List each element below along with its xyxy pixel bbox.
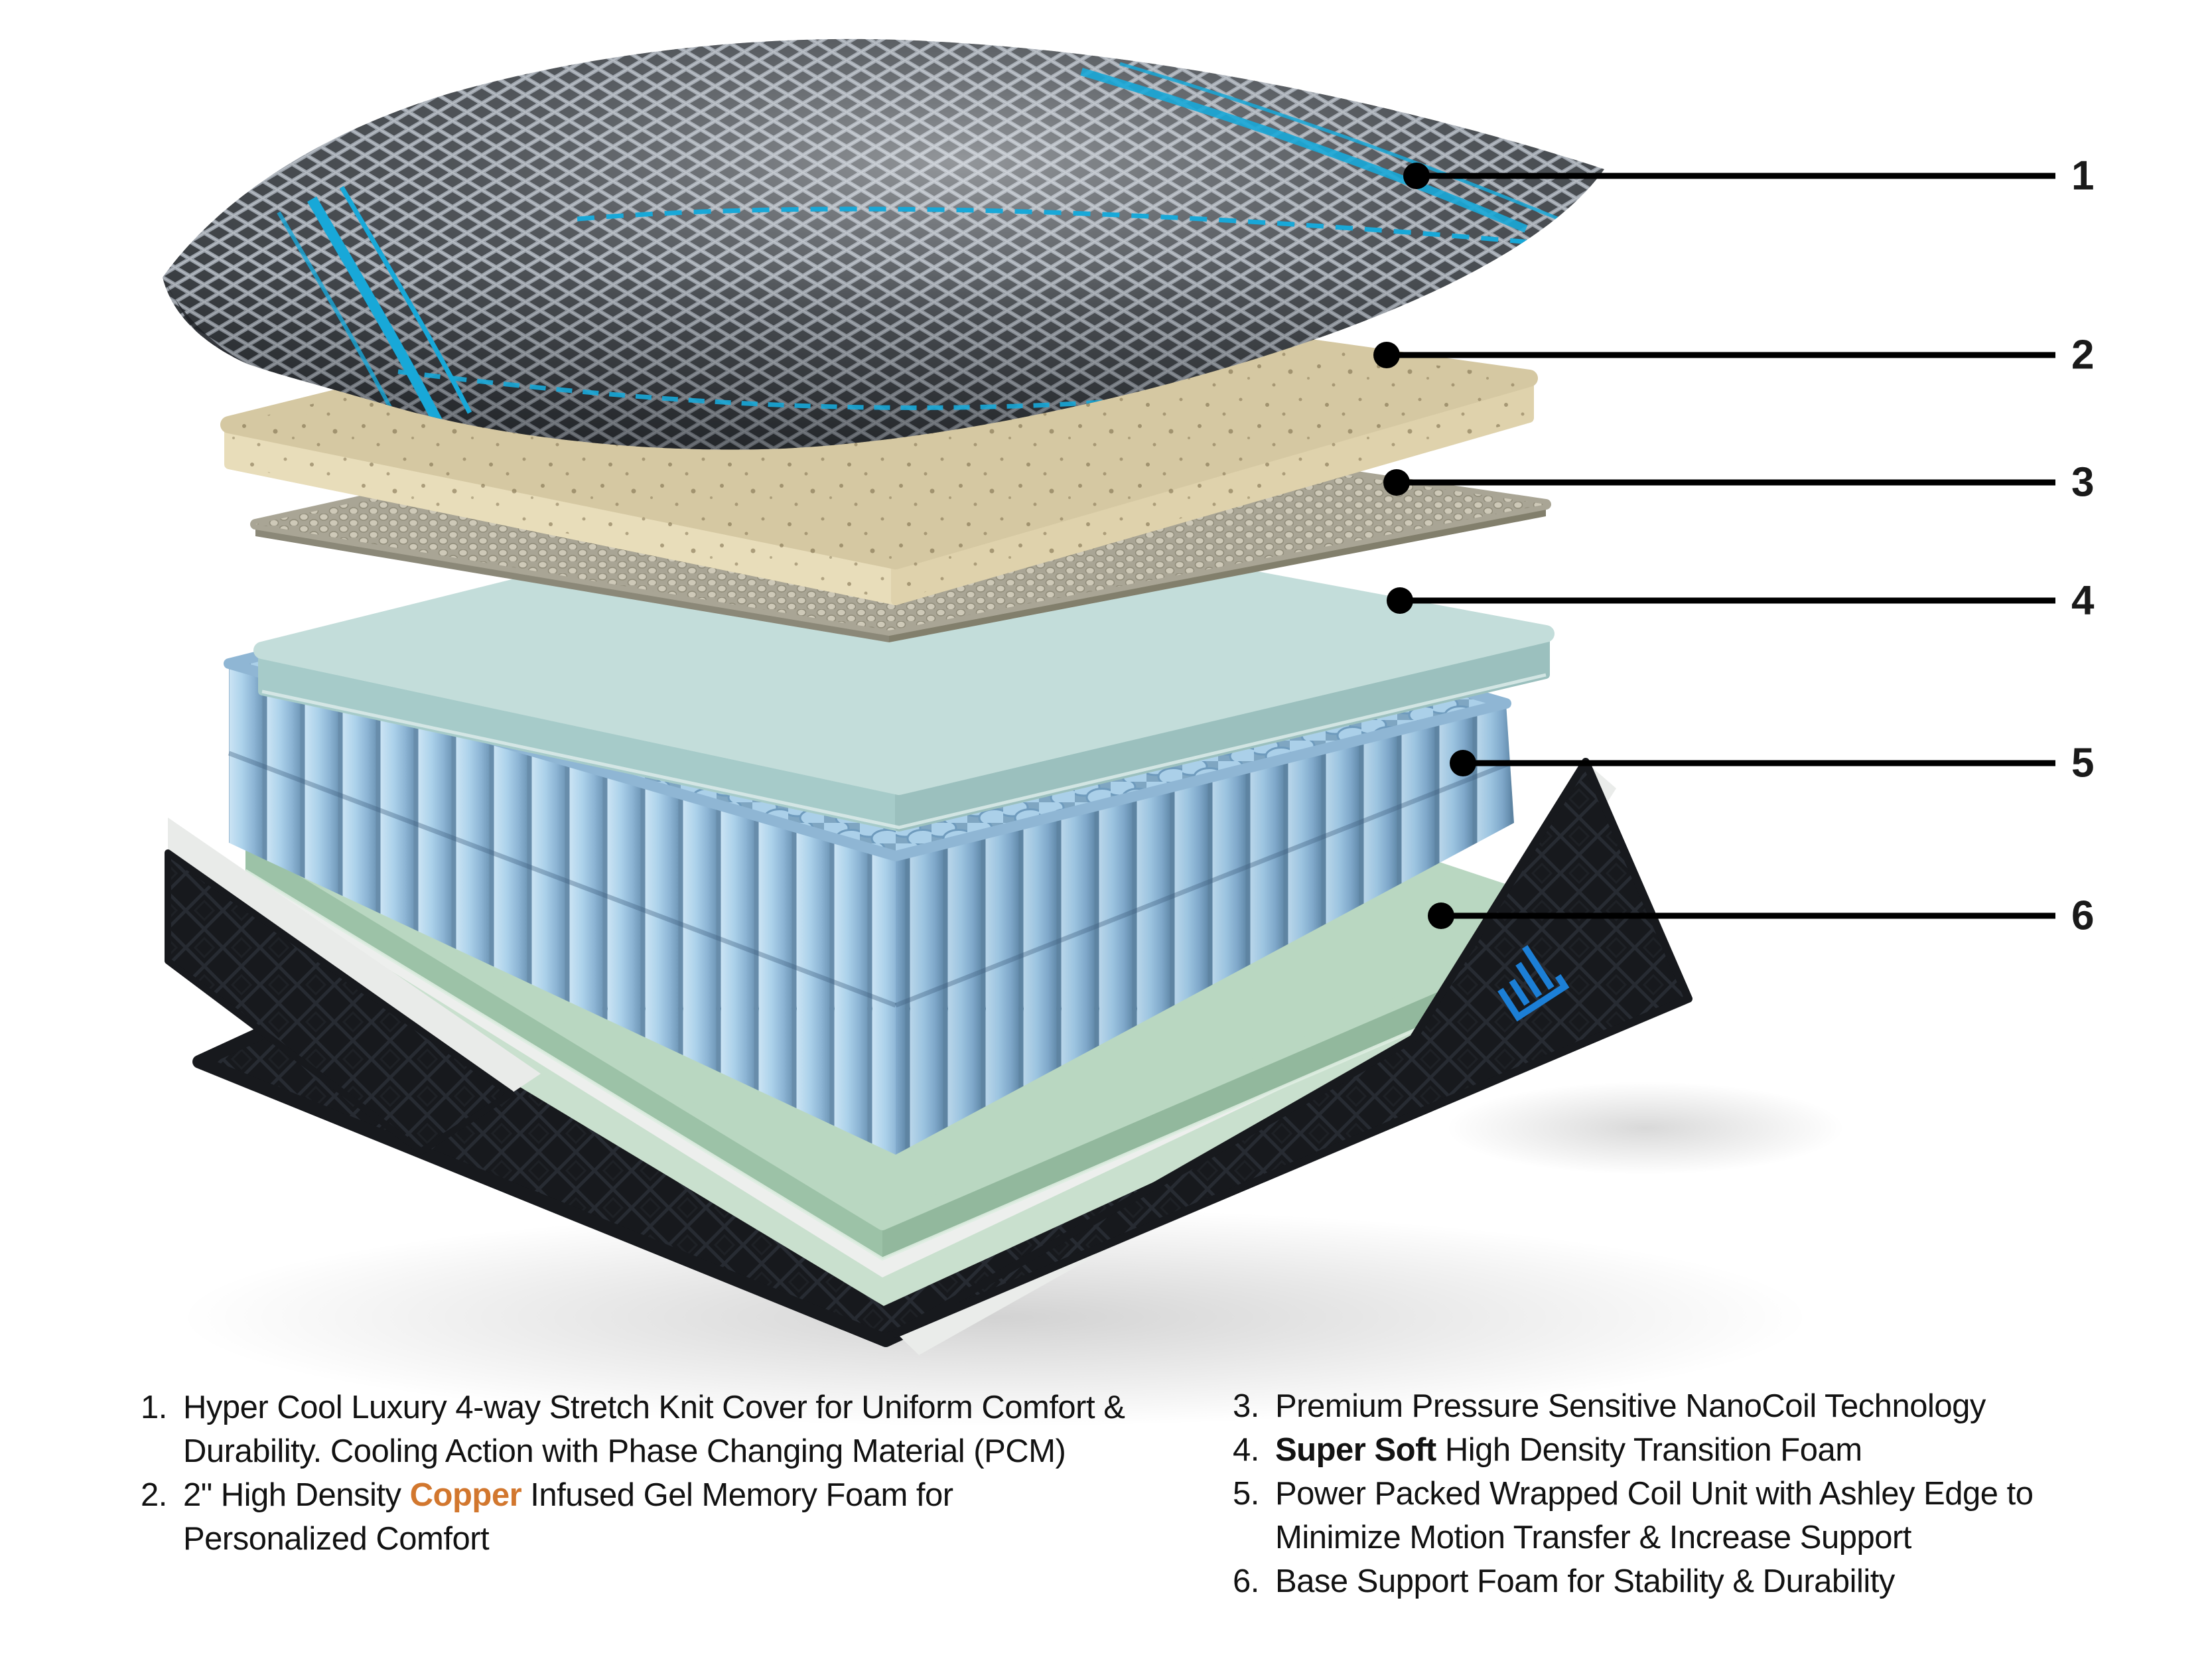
legend-item-text: Hyper Cool Luxury 4-way Stretch Knit Cov… [183, 1386, 1229, 1473]
legend-item-3: 3. Premium Pressure Sensitive NanoCoil T… [1233, 1384, 2195, 1428]
legend-text-segment-copper: Copper [409, 1477, 522, 1513]
callout-dot [1387, 587, 1413, 614]
legend-text-segment: Minimize Motion Transfer & Increase Supp… [1275, 1520, 1911, 1555]
legend-text-line: Durability. Cooling Action with Phase Ch… [183, 1429, 1229, 1473]
base-black-wedge-left [165, 849, 514, 1155]
ground-shadow [179, 1082, 1844, 1427]
legend-text-line: Base Support Foam for Stability & Durabi… [1275, 1559, 2195, 1603]
callout-5: 5 [1450, 741, 2095, 786]
legend-item-2: 2. 2" High Density Copper Infused Gel Me… [141, 1473, 1229, 1561]
legend-text-line: Power Packed Wrapped Coil Unit with Ashl… [1275, 1472, 2195, 1516]
legend-item-number: 2. [141, 1477, 167, 1513]
callout-number: 1 [2071, 153, 2093, 199]
callouts: 1 2 3 4 5 6 [1373, 153, 2096, 939]
callout-2: 2 [1373, 332, 2094, 378]
callout-number: 2 [2071, 332, 2093, 378]
callout-1: 1 [1403, 153, 2095, 199]
callout-dot [1428, 902, 1454, 929]
legend-item-1: 1. Hyper Cool Luxury 4-way Stretch Knit … [141, 1386, 1229, 1473]
base-support-foam-side-right [882, 919, 1592, 1259]
legend-item-5: 5. Power Packed Wrapped Coil Unit with A… [1233, 1472, 2195, 1559]
legend-text-line: 2" High Density Copper Infused Gel Memor… [183, 1473, 1229, 1517]
legend-item-4: 4. Super Soft High Density Transition Fo… [1233, 1428, 2195, 1472]
brand-flag-logo-icon [1497, 945, 1570, 1022]
legend-text-segment: Infused Gel Memory Foam for [521, 1477, 953, 1513]
base-black-wedge-right [892, 758, 1693, 1338]
callout-dot [1450, 750, 1476, 776]
coil-side-right [896, 703, 1514, 1155]
callout-6: 6 [1428, 893, 2095, 939]
legend-text-segment: Power Packed Wrapped Coil Unit with Ashl… [1275, 1476, 2034, 1512]
legend-text-line: Minimize Motion Transfer & Increase Supp… [1275, 1516, 2195, 1559]
legend-item-text: Base Support Foam for Stability & Durabi… [1275, 1559, 2195, 1603]
legend-item-number: 5. [1233, 1476, 1259, 1512]
callout-dot [1383, 469, 1410, 496]
legend-text-line: Hyper Cool Luxury 4-way Stretch Knit Cov… [183, 1386, 1229, 1429]
legend-column-left: 1. Hyper Cool Luxury 4-way Stretch Knit … [141, 1386, 1229, 1561]
callout-number: 5 [2071, 741, 2093, 786]
legend-text-line: Super Soft High Density Transition Foam [1275, 1428, 2195, 1472]
legend-text-segment-bold: Super Soft [1275, 1432, 1436, 1468]
legend-text-line: Personalized Comfort [183, 1517, 1229, 1561]
legend-item-text: Power Packed Wrapped Coil Unit with Ashl… [1275, 1472, 2195, 1559]
legend-text-line: Premium Pressure Sensitive NanoCoil Tech… [1275, 1384, 2195, 1428]
coil-pocket-seam-right [894, 760, 1511, 1008]
callout-number: 6 [2071, 893, 2093, 939]
legend-text-segment: Base Support Foam for Stability & Durabi… [1275, 1563, 1895, 1599]
callout-4: 4 [1387, 578, 2096, 624]
legend-column-right: 3. Premium Pressure Sensitive NanoCoil T… [1233, 1384, 2195, 1603]
legend-item-number: 4. [1233, 1432, 1259, 1468]
base-support-foam-edge-highlight [244, 869, 1593, 1261]
callout-dot [1403, 163, 1430, 189]
legend-text-segment: Personalized Comfort [183, 1521, 490, 1557]
legend-text-segment: High Density Transition Foam [1436, 1432, 1862, 1468]
coil-pocket-seam-left [228, 751, 897, 1008]
legend-text-segment: Hyper Cool Luxury 4-way Stretch Knit Cov… [183, 1390, 1125, 1425]
transition-foam-edge-highlight [261, 673, 1547, 830]
legend-text-segment: Premium Pressure Sensitive NanoCoil Tech… [1275, 1388, 1986, 1424]
base-lining-band-left [168, 818, 541, 1094]
legend-item-text: Premium Pressure Sensitive NanoCoil Tech… [1275, 1384, 2195, 1428]
callout-dot [1373, 342, 1400, 368]
legend-text-segment: Durability. Cooling Action with Phase Ch… [183, 1433, 1066, 1469]
legend-item-number: 6. [1233, 1563, 1259, 1599]
legend-item-text: 2" High Density Copper Infused Gel Memor… [183, 1473, 1229, 1561]
legend-item-6: 6. Base Support Foam for Stability & Dur… [1233, 1559, 2195, 1603]
legend-item-number: 1. [141, 1390, 167, 1425]
legend-item-text: Super Soft High Density Transition Foam [1275, 1428, 2195, 1472]
legend-item-number: 3. [1233, 1388, 1259, 1424]
coil-side-left [229, 664, 896, 1155]
callout-number: 3 [2071, 460, 2093, 506]
base-support-foam-side-left [245, 836, 882, 1259]
callout-number: 4 [2071, 578, 2095, 624]
callout-3: 3 [1383, 460, 2095, 506]
legend-text-segment: 2" High Density [183, 1477, 410, 1513]
